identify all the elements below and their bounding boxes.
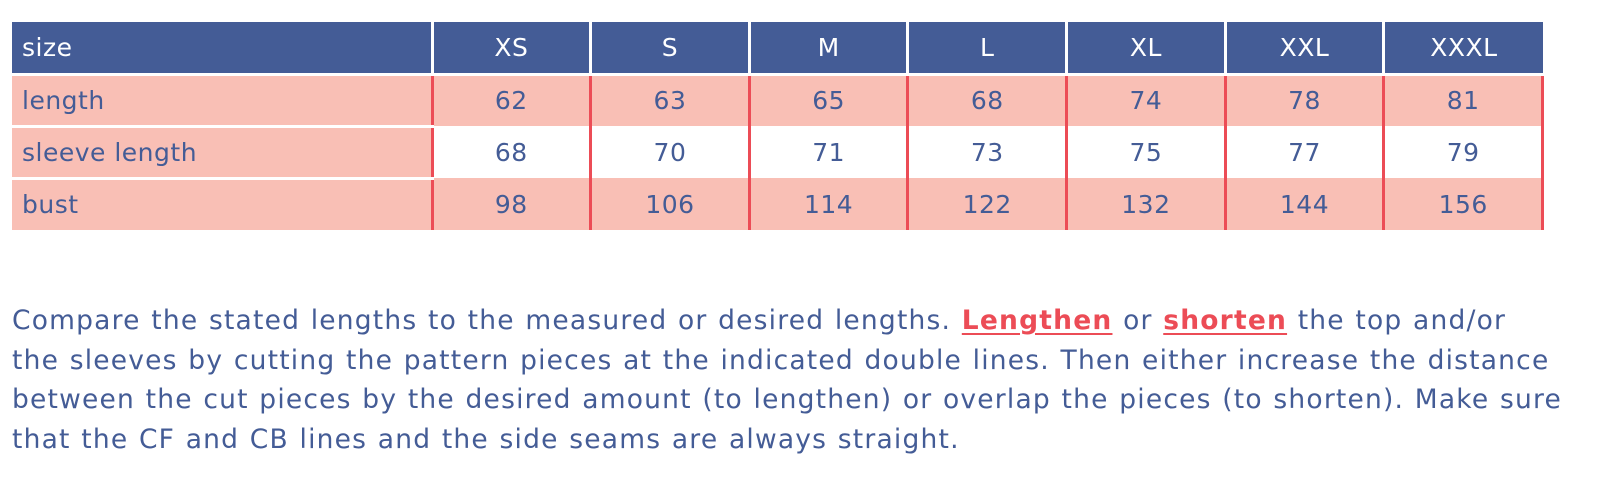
table-cell: 144 [1225,178,1384,230]
instructions-line-3: between the cut pieces by the desired am… [12,380,1572,420]
table-cell: 62 [432,74,591,126]
instructions-line-1: Compare the stated lengths to the measur… [12,301,1572,341]
table-cell: 74 [1067,74,1226,126]
header-size-s: S [591,22,750,74]
table-cell: 68 [908,74,1067,126]
instructions-text: or [1123,305,1153,336]
table-cell: 63 [591,74,750,126]
header-size-xs: XS [432,22,591,74]
table-cell: 132 [1067,178,1226,230]
instructions-line-4: that the CF and CB lines and the side se… [12,420,1572,460]
instructions-text: the top and/or [1298,305,1506,336]
table-cell: 114 [749,178,908,230]
table-row-length: length 62 63 65 68 74 78 81 [12,74,1543,126]
size-chart-table: size XS S M L XL XXL XXXL length 62 63 6… [12,22,1544,230]
table-cell: 79 [1384,126,1543,178]
table-cell: 122 [908,178,1067,230]
header-size-xl: XL [1067,22,1226,74]
table-header-row: size XS S M L XL XXL XXXL [12,22,1543,74]
header-size-label: size [12,22,432,74]
instructions-paragraph: Compare the stated lengths to the measur… [12,301,1572,459]
table-cell: 98 [432,178,591,230]
shorten-link[interactable]: shorten [1163,305,1287,336]
row-label: bust [12,178,432,230]
lengthen-link[interactable]: Lengthen [962,305,1113,336]
row-label: sleeve length [12,126,432,178]
table-cell: 71 [749,126,908,178]
header-size-l: L [908,22,1067,74]
table-cell: 77 [1225,126,1384,178]
table-row-bust: bust 98 106 114 122 132 144 156 [12,178,1543,230]
table-cell: 81 [1384,74,1543,126]
instructions-line-2: the sleeves by cutting the pattern piece… [12,341,1572,381]
table-cell: 73 [908,126,1067,178]
table-cell: 68 [432,126,591,178]
row-label: length [12,74,432,126]
table-cell: 106 [591,178,750,230]
table-cell: 75 [1067,126,1226,178]
header-size-xxl: XXL [1225,22,1384,74]
instructions-text: Compare the stated lengths to the measur… [12,305,951,336]
header-size-xxxl: XXXL [1384,22,1543,74]
table-cell: 65 [749,74,908,126]
table-row-sleeve-length: sleeve length 68 70 71 73 75 77 79 [12,126,1543,178]
table-cell: 70 [591,126,750,178]
table-cell: 78 [1225,74,1384,126]
table-cell: 156 [1384,178,1543,230]
header-size-m: M [749,22,908,74]
